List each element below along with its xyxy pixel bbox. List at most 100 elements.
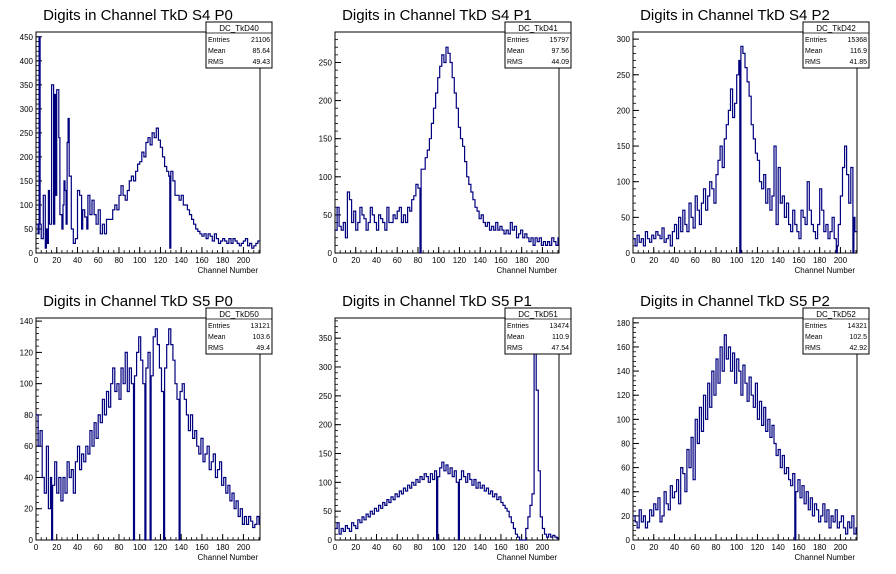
x-tick-label: 80 <box>414 256 423 265</box>
stats-key: Entries <box>805 323 827 330</box>
stats-value: 49.43 <box>252 59 270 66</box>
histogram-series <box>36 36 260 249</box>
y-tick-label: 50 <box>24 225 33 234</box>
histogram-panel-0: Digits in Channel TkD S4 P0 0 20 40 60 80 100 1… <box>20 7 273 275</box>
y-tick-label: 150 <box>319 135 333 144</box>
x-axis-label: Channel Number <box>795 266 856 275</box>
stats-value: 21106 <box>251 37 270 44</box>
stats-key: RMS <box>507 59 523 66</box>
x-tick-label: 100 <box>432 256 446 265</box>
y-tick-label: 180 <box>617 319 631 328</box>
y-tick-label: 300 <box>319 363 333 372</box>
chart-title: Digits in Channel TkD S4 P2 <box>640 7 830 24</box>
x-tick-label: 160 <box>494 543 508 552</box>
stats-key: RMS <box>208 345 224 352</box>
stats-box-frame <box>802 21 870 69</box>
y-tick-label: 20 <box>24 505 33 514</box>
stats-value: 13474 <box>550 323 570 330</box>
stats-box-frame <box>802 307 870 355</box>
x-tick-label: 180 <box>515 256 529 265</box>
x-tick-label: 120 <box>751 256 765 265</box>
y-tick-label: 0 <box>626 249 631 258</box>
y-tick-label: 100 <box>319 173 333 182</box>
x-tick-label: 60 <box>691 256 700 265</box>
x-tick-label: 80 <box>115 256 124 265</box>
x-tick-label: 40 <box>73 256 82 265</box>
y-tick-label: 200 <box>617 106 631 115</box>
x-tick-label: 180 <box>813 543 827 552</box>
x-tick-label: 140 <box>474 256 488 265</box>
x-tick-label: 160 <box>494 256 508 265</box>
chart-title: Digits in Channel TkD S4 P1 <box>342 7 532 24</box>
x-tick-label: 20 <box>649 256 658 265</box>
y-tick-label: 140 <box>617 367 631 376</box>
x-tick-label: 0 <box>333 543 338 552</box>
stats-key: Entries <box>507 37 529 44</box>
y-tick-label: 200 <box>319 421 333 430</box>
histogram-panel-5: Digits in Channel TkD S5 P2 0 20 40 60 80 100 1… <box>617 293 870 562</box>
x-tick-label: 60 <box>94 256 103 265</box>
stats-key: RMS <box>805 345 821 352</box>
chart-title: Digits in Channel TkD S5 P2 <box>640 293 830 310</box>
stats-key: RMS <box>805 59 821 66</box>
x-tick-label: 160 <box>195 256 209 265</box>
x-tick-label: 200 <box>237 543 251 552</box>
x-axis-label: Channel Number <box>497 266 558 275</box>
stats-key: Mean <box>507 334 525 341</box>
y-tick-label: 150 <box>319 450 333 459</box>
x-tick-label: 200 <box>834 256 848 265</box>
x-tick-label: 80 <box>712 256 721 265</box>
y-tick-label: 100 <box>617 415 631 424</box>
stats-value: 13121 <box>251 323 271 330</box>
chart-title: Digits in Channel TkD S5 P1 <box>342 293 532 310</box>
x-axis-label: Channel Number <box>497 553 558 562</box>
stats-box-frame <box>504 21 572 69</box>
y-tick-label: 80 <box>24 411 33 420</box>
stats-value: 41.85 <box>849 59 867 66</box>
x-tick-label: 180 <box>216 256 230 265</box>
x-tick-label: 20 <box>351 543 360 552</box>
y-tick-label: 150 <box>617 142 631 151</box>
histogram-series <box>335 320 559 541</box>
stats-box-frame <box>205 21 273 69</box>
x-tick-label: 120 <box>453 256 467 265</box>
y-tick-label: 350 <box>20 81 34 90</box>
x-tick-label: 160 <box>195 543 209 552</box>
x-tick-label: 60 <box>691 543 700 552</box>
stats-value: 49.4 <box>256 345 270 352</box>
stats-key: Mean <box>805 48 823 55</box>
x-tick-label: 80 <box>712 543 721 552</box>
x-tick-label: 200 <box>536 543 550 552</box>
stats-value: 102.5 <box>849 334 867 341</box>
x-tick-label: 40 <box>670 543 679 552</box>
y-tick-label: 0 <box>29 249 34 258</box>
x-tick-label: 60 <box>393 256 402 265</box>
x-tick-label: 120 <box>154 543 168 552</box>
y-tick-label: 300 <box>617 35 631 44</box>
stats-box: DC_TkD50 Entries 13121 Mean 103.6 RMS 49.4 <box>205 307 273 355</box>
y-tick-label: 100 <box>319 478 333 487</box>
x-tick-label: 20 <box>52 256 61 265</box>
y-tick-label: 250 <box>20 129 34 138</box>
x-tick-label: 120 <box>453 543 467 552</box>
y-tick-label: 80 <box>621 439 630 448</box>
stats-key: Mean <box>805 334 823 341</box>
x-tick-label: 20 <box>52 543 61 552</box>
y-tick-label: 100 <box>20 201 34 210</box>
x-tick-label: 160 <box>792 256 806 265</box>
x-axis-label: Channel Number <box>198 266 259 275</box>
y-tick-label: 150 <box>20 177 34 186</box>
x-tick-label: 140 <box>175 256 189 265</box>
x-tick-label: 100 <box>133 543 147 552</box>
x-axis-label: Channel Number <box>198 553 259 562</box>
stats-key: Mean <box>208 48 226 55</box>
stats-box: DC_TkD42 Entries 15368 Mean 116.9 RMS 41.85 <box>802 21 870 69</box>
stats-value: 110.9 <box>552 334 569 341</box>
y-tick-label: 20 <box>621 512 630 521</box>
stats-box-frame <box>205 307 273 355</box>
x-tick-label: 0 <box>333 256 338 265</box>
stats-value: 103.6 <box>252 334 270 341</box>
x-tick-label: 80 <box>414 543 423 552</box>
stats-box: DC_TkD41 Entries 15797 Mean 97.56 RMS 44.09 <box>504 21 572 69</box>
